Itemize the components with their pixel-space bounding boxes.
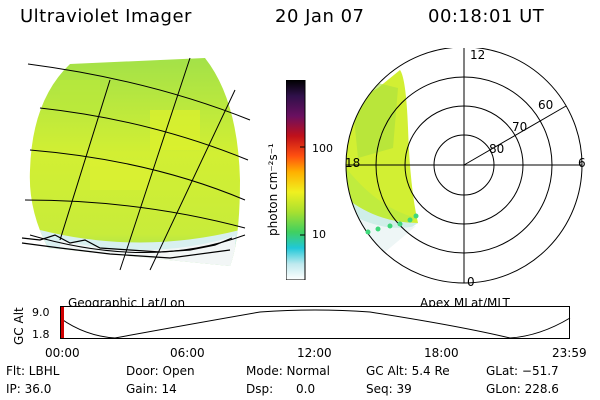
filter-info: Flt: LBHL [6, 364, 60, 378]
colorbar [286, 80, 306, 280]
timeline-xtick-0600: 06:00 [170, 346, 205, 360]
timeline-ytick-9: 9.0 [32, 306, 50, 319]
mlat-label-80: 80 [489, 142, 505, 156]
colorbar-unit-label: photon cm⁻²s⁻¹ [266, 143, 280, 236]
timeline-xtick-2359: 23:59 [552, 346, 587, 360]
current-time-marker [61, 307, 64, 338]
glat-info: GLat: −51.7 [486, 364, 559, 378]
time-label: 00:18:01 UT [428, 6, 545, 27]
timeline-xtick-1200: 12:00 [297, 346, 332, 360]
mlat-label-60: 60 [538, 98, 554, 112]
mlat-label-70: 70 [512, 120, 528, 134]
mlt-label-0: 0 [467, 275, 475, 289]
timeline-xtick-0000: 00:00 [45, 346, 80, 360]
mlt-label-18: 18 [345, 156, 361, 170]
timeline-xtick-1800: 18:00 [424, 346, 459, 360]
instrument-title: Ultraviolet Imager [20, 6, 192, 27]
globe-fill [29, 58, 241, 266]
altitude-timeline [60, 306, 571, 339]
gc-alt-info: GC Alt: 5.4 Re [366, 364, 450, 378]
polar-plot [345, 48, 583, 284]
mode-info: Mode: Normal [246, 364, 330, 378]
timeline-ylabel: GC Alt [12, 307, 26, 345]
coastline [21, 234, 233, 259]
gain-info: Gain: 14 [126, 382, 177, 396]
date-label: 20 Jan 07 [275, 6, 365, 27]
colorbar-tick-100: 100 [312, 142, 333, 155]
colorbar-tick-10: 10 [312, 228, 326, 241]
orbit-track-dots [365, 213, 419, 235]
timeline-ytick-1-8: 1.8 [32, 328, 50, 341]
glon-info: GLon: 228.6 [486, 382, 559, 396]
geographic-globe-image [21, 57, 251, 271]
polar-grid [345, 48, 583, 284]
mlt-label-12: 12 [470, 48, 486, 62]
door-info: Door: Open [126, 364, 195, 378]
dsp-info: Dsp: 0.0 [246, 382, 316, 396]
ip-info: IP: 36.0 [6, 382, 52, 396]
seq-info: Seq: 39 [366, 382, 412, 396]
mlt-label-6: 6 [578, 156, 586, 170]
